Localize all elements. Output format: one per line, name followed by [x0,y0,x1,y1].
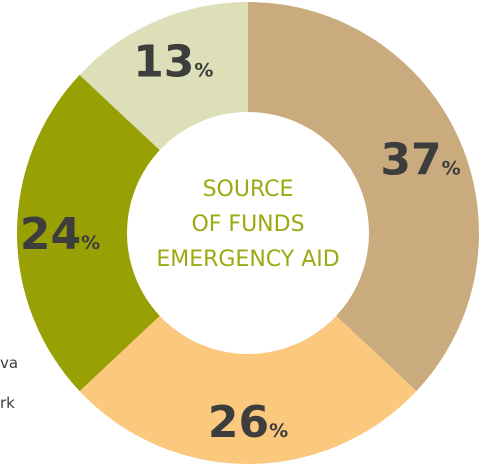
center-title-line-1: SOURCE [203,177,294,202]
donut-slice-1 [248,2,480,392]
side-text-1: va [0,354,19,372]
donut-value-labels: 37% 26% 24% 13% [20,36,461,448]
slice-value-label-1: 37% [380,134,460,185]
center-title-line-2: OF FUNDS [191,212,304,237]
slice-value-label-4: 13% [133,36,213,87]
donut-center-title: SOURCE OF FUNDS EMERGENCY AID [156,177,339,272]
donut-slices [16,2,480,464]
slice-value-label-2: 26% [208,397,288,448]
center-title-line-3: EMERGENCY AID [156,247,339,272]
donut-slice-3 [16,74,160,392]
donut-slice-2 [79,315,417,464]
donut-slice-4 [79,2,248,151]
side-text-2: rk [0,394,15,412]
slice-value-label-3: 24% [20,209,100,260]
